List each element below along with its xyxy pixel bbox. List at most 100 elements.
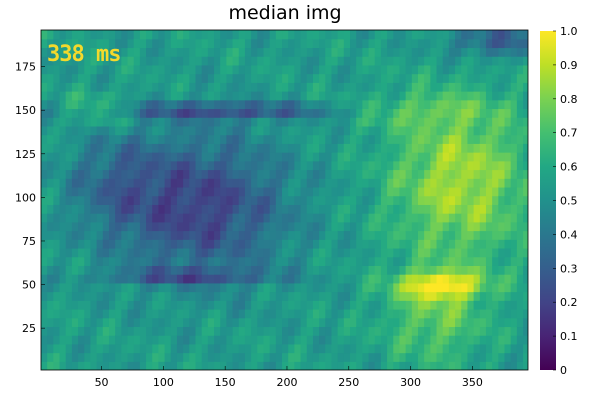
heatmap-cell: [275, 230, 283, 240]
heatmap-cell: [127, 317, 135, 328]
heatmap-cell: [343, 108, 351, 118]
heatmap-cell: [121, 117, 129, 127]
heatmap-cell: [337, 221, 345, 232]
heatmap-cell: [201, 326, 209, 336]
heatmap-cell: [380, 230, 388, 240]
heatmap-cell: [479, 47, 487, 57]
heatmap-cell: [108, 291, 116, 301]
heatmap-cell: [96, 134, 104, 144]
heatmap-cell: [436, 125, 444, 136]
heatmap-cell: [220, 213, 228, 223]
heatmap-cell: [424, 239, 431, 249]
heatmap-cell: [473, 239, 481, 249]
heatmap-cell: [288, 30, 295, 40]
heatmap-cell: [102, 178, 110, 188]
heatmap-cell: [96, 178, 104, 188]
heatmap-cell: [312, 117, 320, 127]
heatmap-cell: [84, 169, 92, 179]
heatmap-cell: [251, 300, 258, 310]
heatmap-cell: [306, 169, 314, 179]
heatmap-cell: [195, 282, 203, 293]
heatmap-cell: [282, 73, 289, 83]
heatmap-cell: [337, 195, 345, 205]
heatmap-cell: [232, 282, 240, 293]
heatmap-cell: [257, 152, 265, 162]
y-tick-label: 50: [22, 279, 36, 292]
heatmap-cell: [485, 317, 493, 328]
heatmap-cell: [275, 160, 283, 171]
heatmap-cell: [337, 230, 345, 240]
heatmap-cell: [387, 335, 394, 345]
heatmap-cell: [251, 38, 258, 49]
heatmap-cell: [146, 186, 153, 197]
heatmap-cell: [232, 82, 240, 92]
heatmap-cell: [214, 38, 221, 49]
heatmap-cell: [294, 361, 302, 370]
heatmap-cell: [226, 160, 234, 171]
heatmap-cell: [411, 30, 419, 40]
heatmap-cell: [201, 91, 209, 101]
heatmap-cell: [226, 352, 234, 362]
heatmap-cell: [479, 91, 487, 101]
heatmap-cell: [312, 38, 320, 49]
heatmap-cell: [152, 56, 160, 66]
heatmap-cell: [41, 56, 48, 66]
heatmap-cell: [176, 361, 184, 370]
heatmap-cell: [436, 195, 444, 205]
heatmap-cell: [362, 56, 370, 66]
heatmap-cell: [288, 186, 295, 197]
heatmap-cell: [158, 230, 166, 240]
heatmap-cell: [195, 352, 203, 362]
heatmap-cell: [300, 82, 308, 92]
heatmap-cell: [306, 91, 314, 101]
heatmap-cell: [479, 291, 487, 301]
heatmap-cell: [442, 282, 450, 293]
heatmap-cell: [189, 274, 197, 284]
heatmap-cell: [380, 256, 388, 266]
heatmap-cell: [102, 265, 110, 275]
heatmap-cell: [127, 143, 135, 153]
heatmap-cell: [374, 30, 382, 40]
heatmap-cell: [356, 195, 363, 205]
heatmap-cell: [189, 82, 197, 92]
heatmap-cell: [479, 160, 487, 171]
heatmap-cell: [53, 300, 61, 310]
heatmap-cell: [368, 169, 376, 179]
heatmap-cell: [78, 361, 85, 370]
heatmap-cell: [523, 82, 528, 92]
heatmap-cell: [41, 47, 48, 57]
heatmap-cell: [139, 30, 147, 40]
heatmap-cell: [380, 47, 388, 57]
heatmap-cell: [479, 125, 487, 136]
heatmap-cell: [399, 335, 407, 345]
heatmap-cell: [436, 160, 444, 171]
heatmap-cell: [498, 99, 506, 110]
heatmap-cell: [214, 291, 221, 301]
heatmap-cell: [331, 91, 339, 101]
heatmap-cell: [356, 265, 363, 275]
heatmap-cell: [417, 186, 425, 197]
heatmap-cell: [71, 178, 79, 188]
heatmap-cell: [84, 99, 92, 110]
heatmap-cell: [399, 125, 407, 136]
heatmap-cell: [121, 317, 129, 328]
heatmap-cell: [90, 308, 98, 319]
heatmap-cell: [523, 125, 528, 136]
heatmap-cell: [424, 99, 431, 110]
heatmap-cell: [356, 282, 363, 293]
heatmap-cell: [84, 117, 92, 127]
heatmap-cell: [411, 169, 419, 179]
heatmap-cell: [492, 38, 499, 49]
heatmap-cell: [455, 282, 462, 293]
heatmap-cell: [479, 265, 487, 275]
heatmap-cell: [84, 56, 92, 66]
heatmap-cell: [424, 221, 431, 232]
heatmap-cell: [263, 265, 271, 275]
heatmap-cell: [183, 143, 190, 153]
heatmap-cell: [442, 134, 450, 144]
heatmap-cell: [244, 47, 252, 57]
heatmap-cell: [146, 38, 153, 49]
heatmap-cell: [288, 213, 295, 223]
heatmap-cell: [504, 38, 512, 49]
heatmap-cell: [306, 352, 314, 362]
